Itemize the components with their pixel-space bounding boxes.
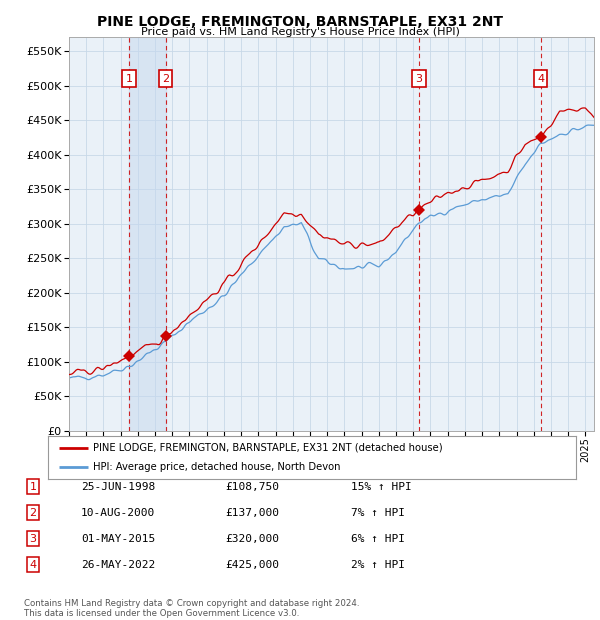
Text: 25-JUN-1998: 25-JUN-1998 — [81, 482, 155, 492]
Text: 2: 2 — [162, 74, 169, 84]
Text: 3: 3 — [29, 534, 37, 544]
Text: 6% ↑ HPI: 6% ↑ HPI — [351, 534, 405, 544]
Text: Price paid vs. HM Land Registry's House Price Index (HPI): Price paid vs. HM Land Registry's House … — [140, 27, 460, 37]
Bar — [129, 37, 166, 431]
Text: HPI: Average price, detached house, North Devon: HPI: Average price, detached house, Nort… — [93, 463, 340, 472]
Text: £425,000: £425,000 — [225, 560, 279, 570]
Text: 1: 1 — [125, 74, 133, 84]
Text: £320,000: £320,000 — [225, 534, 279, 544]
Text: 4: 4 — [537, 74, 544, 84]
Text: £108,750: £108,750 — [225, 482, 279, 492]
Text: PINE LODGE, FREMINGTON, BARNSTAPLE, EX31 2NT: PINE LODGE, FREMINGTON, BARNSTAPLE, EX31… — [97, 16, 503, 30]
Text: 4: 4 — [29, 560, 37, 570]
Text: £137,000: £137,000 — [225, 508, 279, 518]
Text: 2% ↑ HPI: 2% ↑ HPI — [351, 560, 405, 570]
Text: Contains HM Land Registry data © Crown copyright and database right 2024.
This d: Contains HM Land Registry data © Crown c… — [24, 599, 359, 618]
Text: 10-AUG-2000: 10-AUG-2000 — [81, 508, 155, 518]
Text: 3: 3 — [415, 74, 422, 84]
Text: 01-MAY-2015: 01-MAY-2015 — [81, 534, 155, 544]
Text: 7% ↑ HPI: 7% ↑ HPI — [351, 508, 405, 518]
Text: 26-MAY-2022: 26-MAY-2022 — [81, 560, 155, 570]
Text: 1: 1 — [29, 482, 37, 492]
Text: PINE LODGE, FREMINGTON, BARNSTAPLE, EX31 2NT (detached house): PINE LODGE, FREMINGTON, BARNSTAPLE, EX31… — [93, 443, 443, 453]
Text: 2: 2 — [29, 508, 37, 518]
Text: 15% ↑ HPI: 15% ↑ HPI — [351, 482, 412, 492]
